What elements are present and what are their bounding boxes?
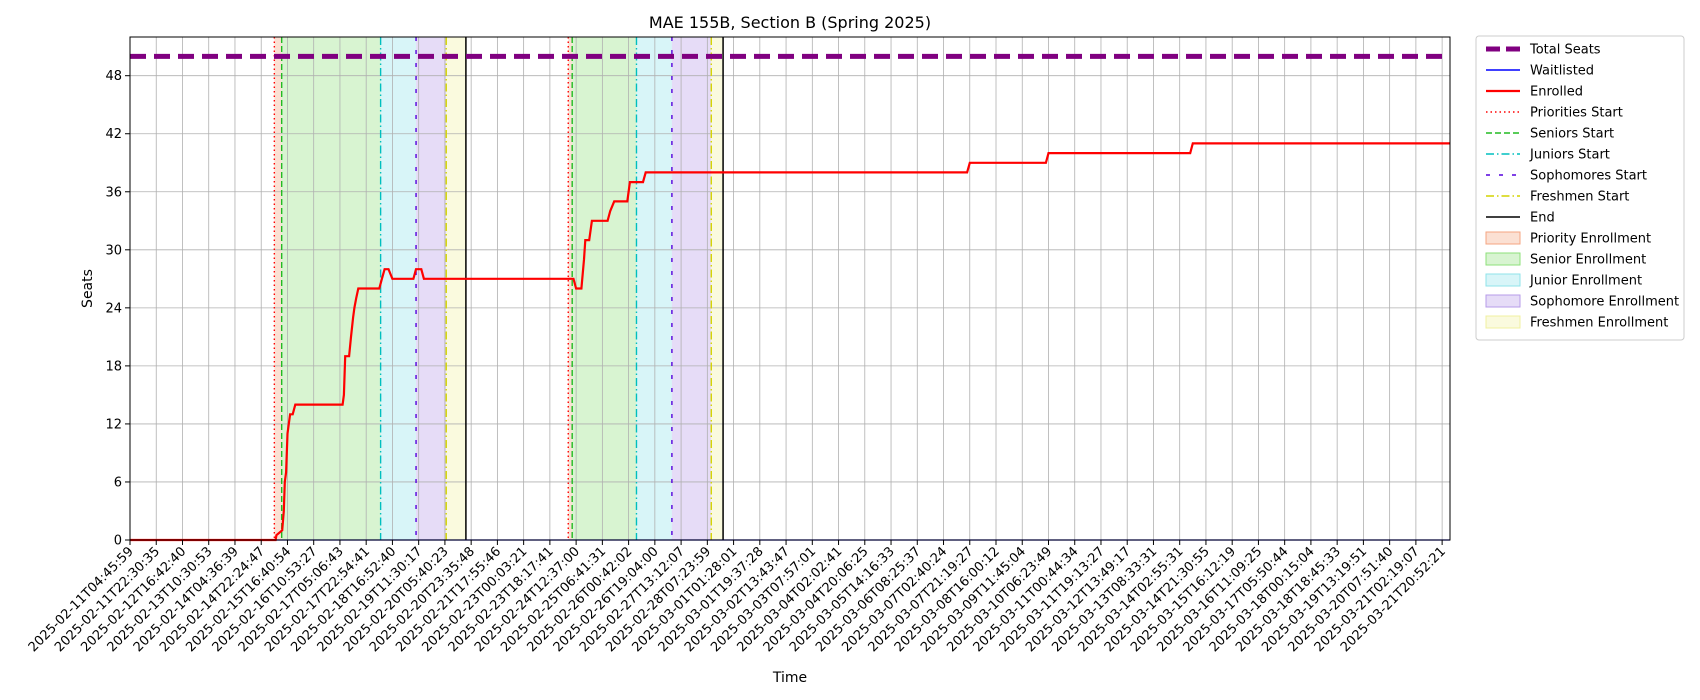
y-tick-label: 36 [105,185,122,200]
x-axis-label: Time [772,670,807,686]
legend-swatch-priority-enrollment [1485,231,1521,245]
y-tick-label: 48 [105,69,122,84]
legend-label-total-seats: Total Seats [1529,43,1601,58]
y-axis-label: Seats [80,269,96,308]
legend: Total Seats Waitlisted Enrolled Priorities … [1475,35,1685,341]
region-sophomore-enrollment [671,37,712,540]
legend-swatch-sophomore-enrollment [1485,294,1521,308]
y-tick-label: 18 [105,359,122,374]
x-axis-ticks: 2025-02-11T04:45:592025-02-11T22:30:3520… [26,540,1449,655]
legend-label-sophomores-start: Sophomores Start [1530,169,1647,184]
grid [129,37,1450,541]
legend-swatch-senior-enrollment [1485,252,1521,266]
legend-label-priorities-start: Priorities Start [1530,106,1623,121]
region-junior-enrollment [636,37,672,540]
legend-label-waitlisted: Waitlisted [1530,64,1594,79]
region-junior-enrollment [380,37,417,540]
period-markers [273,37,724,540]
legend-label-priority-enrollment: Priority Enrollment [1530,232,1651,247]
y-tick-label: 0 [114,534,122,549]
legend-box [1475,35,1685,341]
region-senior-enrollment [572,37,637,540]
y-tick-label: 24 [105,301,122,316]
y-tick-label: 42 [105,127,122,142]
series-enrolled [130,142,1450,542]
legend-label-sophomore-enrollment: Sophomore Enrollment [1530,295,1679,310]
region-freshmen-enrollment [446,37,466,540]
enrollment-regions [274,37,724,540]
y-tick-label: 12 [105,417,122,432]
legend-label-end: End [1530,211,1555,226]
legend-label-freshmen-start: Freshmen Start [1530,190,1629,205]
legend-label-senior-enrollment: Senior Enrollment [1530,253,1646,268]
plot-frame [129,36,1451,541]
region-freshmen-enrollment [711,37,724,540]
legend-label-junior-enrollment: Junior Enrollment [1529,274,1642,289]
y-tick-label: 30 [105,243,122,258]
region-priority-enrollment [568,37,573,540]
chart-title: MAE 155B, Section B (Spring 2025) [649,13,931,32]
legend-label-juniors-start: Juniors Start [1529,148,1610,163]
legend-swatch-junior-enrollment [1485,273,1521,287]
y-tick-label: 6 [114,475,122,490]
legend-label-freshmen-enrollment: Freshmen Enrollment [1530,316,1668,331]
region-sophomore-enrollment [416,37,447,540]
legend-label-seniors-start: Seniors Start [1530,127,1614,142]
legend-swatch-freshmen-enrollment [1485,315,1521,329]
y-axis-ticks: 0 6 12 18 24 30 36 42 48 [105,69,130,549]
legend-label-enrolled: Enrolled [1530,85,1583,100]
region-priority-enrollment [274,37,282,540]
